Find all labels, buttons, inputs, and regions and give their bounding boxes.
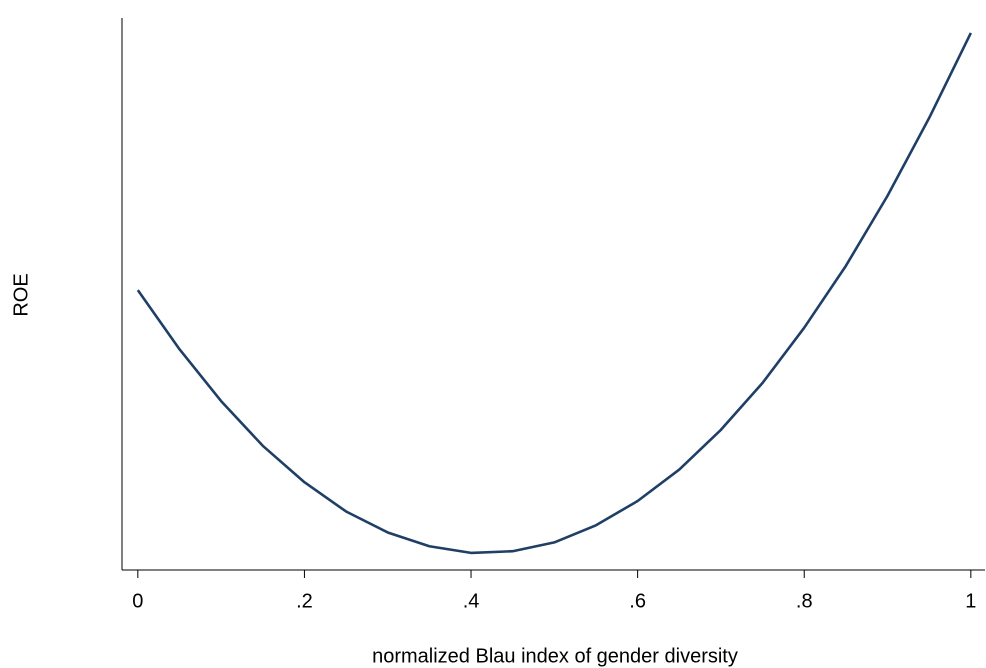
x-tick-label: .4 (463, 590, 480, 612)
x-tick-label: .2 (296, 590, 313, 612)
x-tick-label: 1 (965, 590, 976, 612)
x-axis-label: normalized Blau index of gender diversit… (372, 645, 738, 667)
x-tick-label: 0 (132, 590, 143, 612)
x-tick-label: .8 (796, 590, 813, 612)
x-tick-label: .6 (629, 590, 646, 612)
curve (136, 32, 973, 555)
y-axis-label: ROE (10, 273, 32, 316)
